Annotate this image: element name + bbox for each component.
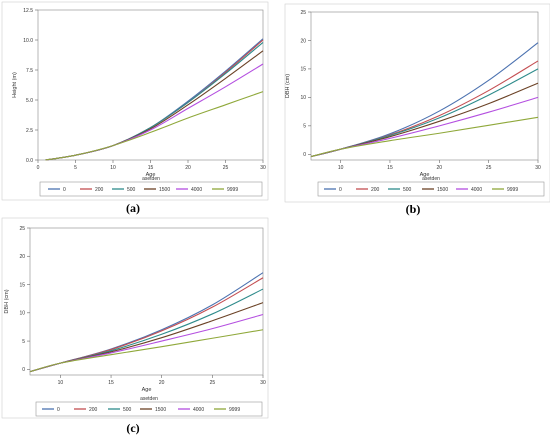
series-line-9999 [29,329,264,373]
x-tick-label: 10 [58,380,64,386]
x-tick-label: 30 [260,380,266,386]
legend-entry-label: 9999 [229,407,240,413]
panel-caption: (b) [406,202,421,216]
x-axis-label: Age [146,172,156,178]
y-tick-label: 20 [300,38,306,44]
legend-title: asetden [422,176,440,182]
y-axis-label: DBH (cm) [4,289,10,313]
y-tick-label: 0 [303,152,306,158]
panel-caption: (a) [126,201,140,215]
y-tick-label: 10 [300,95,306,101]
panel-frame [284,3,550,203]
y-axis-label: DBH (cm) [285,74,291,98]
x-tick-label: 30 [535,165,541,171]
x-tick-label: 15 [108,380,114,386]
x-tick-label: 25 [210,380,216,386]
y-tick-label: 5.0 [26,98,33,104]
y-tick-label: 25 [19,226,25,232]
x-tick-label: 0 [37,165,40,171]
legend-entry-label: 4000 [191,187,202,193]
y-tick-label: 15 [19,282,25,288]
y-tick-label: 2.5 [26,128,33,134]
chart-panel-3: 0 5 10 15 20 25 10 15 20 25 30 Age DBH (cm) asetden 0 2… [1,217,269,419]
x-tick-label: 15 [387,165,393,171]
y-tick-label: 5 [303,124,306,130]
panel-frame [1,1,269,201]
legend-title: asetden [140,396,158,402]
panel-frame [1,217,269,419]
panel-caption: (c) [126,421,139,435]
legend-title: asetden [142,176,160,182]
x-tick-label: 5 [74,165,77,171]
plot-area [310,11,539,161]
x-tick-label: 20 [159,380,165,386]
y-tick-label: 10.0 [23,38,33,44]
y-tick-label: 20 [19,254,25,260]
legend-entry-label: 4000 [471,187,482,193]
legend-entry-label: 200 [95,187,104,193]
x-axis-label: Age [420,172,430,178]
y-axis-label: Height (m) [12,72,18,98]
x-tick-label: 10 [110,165,116,171]
legend-entry-label: 500 [123,407,132,413]
x-tick-label: 20 [437,165,443,171]
legend-entry-label: 9999 [507,187,518,193]
x-tick-label: 15 [148,165,154,171]
y-tick-label: 5 [22,339,25,345]
x-tick-label: 20 [185,165,191,171]
y-tick-label: 0.0 [26,158,33,164]
y-tick-label: 15 [300,67,306,73]
legend-entry-label: 0 [57,407,60,413]
legend-entry-label: 500 [403,187,412,193]
legend-entry-label: 500 [127,187,136,193]
chart-panel-2: 0 5 10 15 20 25 10 15 20 25 30 Age DBH (cm) asetden 0 2… [284,3,550,203]
x-tick-label: 25 [223,165,229,171]
y-tick-label: 10 [19,311,25,317]
x-axis-label: Age [142,387,152,393]
series-line-9999 [310,116,539,158]
series-line-9999 [45,91,264,161]
legend-entry-label: 0 [63,187,66,193]
plot-area [29,227,264,376]
legend-entry-label: 1500 [155,407,166,413]
legend-entry-label: 1500 [437,187,448,193]
x-tick-label: 30 [260,165,266,171]
legend-entry-label: 200 [371,187,380,193]
y-tick-label: 25 [300,10,306,16]
chart-panel-1: 0.0 2.5 5.0 7.5 10.0 12.5 0 5 10 15 20 25 30 Age Heigh… [1,1,269,201]
legend-entry-label: 1500 [159,187,170,193]
y-tick-label: 0 [22,367,25,373]
x-tick-label: 25 [486,165,492,171]
legend-entry-label: 9999 [227,187,238,193]
legend-entry-label: 200 [89,407,98,413]
y-tick-label: 7.5 [26,68,33,74]
legend-entry-label: 4000 [193,407,204,413]
y-tick-label: 12.5 [23,8,33,14]
x-tick-label: 10 [338,165,344,171]
legend-entry-label: 0 [339,187,342,193]
